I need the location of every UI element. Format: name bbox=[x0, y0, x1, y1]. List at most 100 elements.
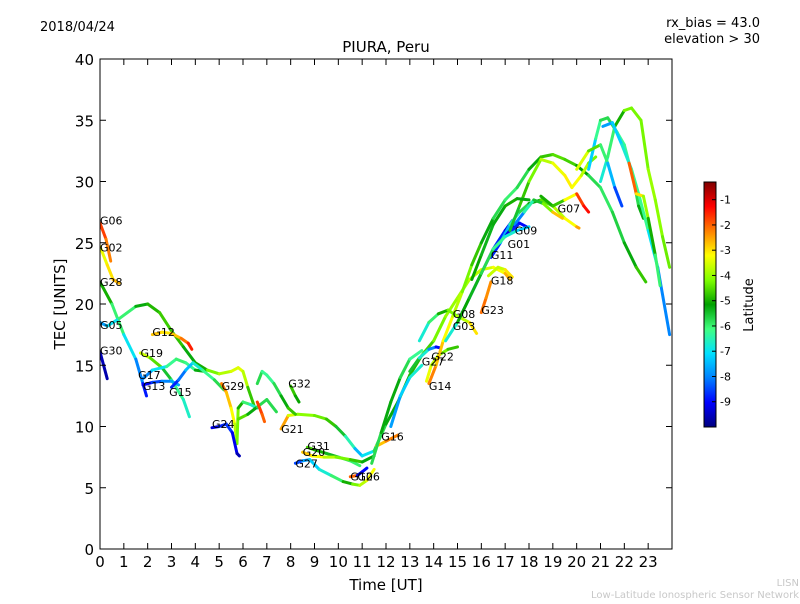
series-segment bbox=[104, 237, 113, 263]
series-segment bbox=[417, 320, 431, 343]
series-segment bbox=[425, 363, 433, 383]
series-segment bbox=[510, 221, 521, 232]
series-segment bbox=[408, 363, 424, 379]
series-label: G23 bbox=[481, 304, 504, 317]
tec-series-g14-22 bbox=[427, 153, 648, 386]
series-segment bbox=[570, 173, 583, 190]
tec-series-unlabeled-42 bbox=[456, 225, 531, 324]
series-segment bbox=[235, 451, 241, 458]
series-segment bbox=[265, 398, 278, 414]
series-layer bbox=[100, 106, 672, 487]
series-segment bbox=[503, 197, 519, 208]
x-tick-label: 18 bbox=[519, 553, 538, 571]
series-segment bbox=[551, 210, 564, 220]
series-segment bbox=[150, 379, 164, 384]
tec-series-g09-29 bbox=[510, 221, 529, 232]
series-segment bbox=[503, 229, 519, 239]
colorbar-tick-label: -3 bbox=[720, 244, 731, 257]
series-segment bbox=[460, 263, 474, 294]
tec-series-g27-16 bbox=[293, 458, 376, 487]
series-segment bbox=[587, 137, 598, 171]
series-segment bbox=[503, 268, 514, 279]
tec-series-g29-10 bbox=[220, 382, 259, 446]
series-label: G17 bbox=[138, 369, 161, 382]
footer-lisn: LISN bbox=[777, 578, 799, 589]
series-segment bbox=[170, 331, 183, 340]
series-segment bbox=[191, 361, 204, 372]
series-segment bbox=[341, 480, 355, 486]
series-segment bbox=[186, 341, 194, 351]
colorbar-tick-label: -5 bbox=[720, 295, 731, 308]
series-segment bbox=[446, 345, 459, 351]
series-segment bbox=[241, 369, 250, 389]
series-segment bbox=[141, 380, 154, 387]
series-segment bbox=[235, 406, 240, 446]
series-segment bbox=[513, 210, 526, 226]
series-segment bbox=[451, 290, 464, 318]
series-label: G19 bbox=[141, 347, 164, 360]
series-label: G08 bbox=[453, 308, 476, 321]
series-segment bbox=[491, 198, 507, 220]
x-tick-label: 1 bbox=[119, 553, 129, 571]
series-segment bbox=[246, 405, 259, 416]
x-tick-label: 7 bbox=[262, 553, 272, 571]
x-tick-label: 15 bbox=[448, 553, 467, 571]
series-segment bbox=[491, 235, 507, 251]
series-label: G11 bbox=[491, 249, 514, 262]
tec-series-g27-21 bbox=[408, 345, 443, 373]
series-segment bbox=[212, 378, 226, 392]
series-segment bbox=[417, 347, 431, 360]
series-segment bbox=[301, 450, 314, 458]
series-label: G16 bbox=[381, 430, 404, 443]
series-segment bbox=[539, 153, 555, 159]
series-segment bbox=[348, 458, 364, 464]
series-segment bbox=[646, 216, 657, 257]
series-segment bbox=[479, 296, 488, 315]
series-label: G14 bbox=[429, 380, 452, 393]
x-tick-label: 4 bbox=[191, 553, 201, 571]
x-tick-label: 10 bbox=[329, 553, 348, 571]
series-segment bbox=[217, 369, 233, 376]
elevation-label: elevation > 30 bbox=[664, 32, 760, 47]
tec-series-g20-15 bbox=[301, 450, 376, 464]
tec-series-unlabeled-35 bbox=[627, 161, 662, 288]
x-tick-label: 2 bbox=[143, 553, 153, 571]
series-label: G02 bbox=[100, 242, 123, 255]
series-segment bbox=[360, 449, 376, 458]
series-segment bbox=[539, 194, 555, 208]
colorbar-tick-label: -6 bbox=[720, 320, 731, 333]
y-tick-label: 40 bbox=[75, 51, 94, 69]
y-tick-label: 30 bbox=[75, 174, 94, 192]
series-segment bbox=[111, 278, 121, 285]
series-label: G18 bbox=[491, 275, 514, 288]
series-segment bbox=[479, 247, 495, 275]
series-segment bbox=[122, 333, 138, 361]
series-label: G09 bbox=[515, 225, 538, 238]
series-segment bbox=[230, 431, 239, 455]
series-segment bbox=[470, 253, 483, 281]
series-segment bbox=[296, 412, 316, 417]
tec-series-g18-26 bbox=[487, 265, 514, 279]
series-segment bbox=[165, 357, 178, 368]
series-segment bbox=[334, 425, 347, 438]
tec-series-unlabeled-37 bbox=[255, 369, 297, 416]
series-label: G20 bbox=[303, 446, 326, 459]
series-segment bbox=[653, 253, 662, 288]
series-segment bbox=[532, 198, 545, 206]
series-segment bbox=[160, 366, 173, 382]
series-segment bbox=[272, 382, 283, 398]
series-segment bbox=[293, 394, 301, 404]
series-segment bbox=[582, 204, 591, 214]
series-segment bbox=[503, 186, 519, 202]
series-label: G13 bbox=[143, 380, 166, 393]
series-segment bbox=[518, 221, 529, 229]
series-segment bbox=[348, 459, 362, 468]
series-label: G27 bbox=[295, 457, 318, 470]
series-segment bbox=[606, 161, 617, 190]
x-tick-label: 22 bbox=[615, 553, 634, 571]
tec-series-unlabeled-36 bbox=[575, 143, 624, 208]
series-segment bbox=[220, 382, 228, 394]
series-segment bbox=[398, 357, 412, 379]
y-tick-label: 0 bbox=[84, 541, 94, 559]
